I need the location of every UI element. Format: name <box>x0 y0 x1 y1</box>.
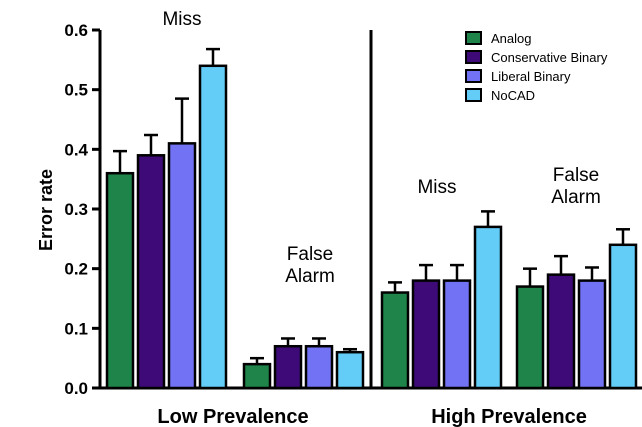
bar-analog <box>515 285 545 390</box>
bar-analog <box>242 362 272 390</box>
y-tick-label: 0.5 <box>64 81 88 100</box>
legend-label: Analog <box>491 31 531 46</box>
bar-conservative-binary <box>136 154 166 390</box>
y-tick-label: 0.3 <box>64 200 88 219</box>
legend-swatch <box>465 69 482 83</box>
legend-swatch <box>465 31 482 45</box>
cluster-annotation: Miss <box>417 177 456 198</box>
legend-label: Liberal Binary <box>491 69 571 84</box>
cluster-annotation: Alarm <box>551 187 601 208</box>
bar-liberal-binary <box>442 279 472 390</box>
legend-swatch <box>465 50 482 64</box>
y-tick-label: 0.0 <box>64 379 88 398</box>
cluster-annotation: False <box>287 244 333 265</box>
group-label: Low Prevalence <box>157 406 308 427</box>
legend: Analog Conservative Binary Liberal Binary N… <box>465 31 608 103</box>
bar-nocad <box>608 243 638 390</box>
legend-item: Liberal Binary <box>465 69 571 84</box>
error-bars <box>113 47 630 365</box>
bar-conservative-binary <box>273 344 303 390</box>
legend-item: Analog <box>465 31 531 46</box>
y-tick-label: 0.2 <box>64 260 88 279</box>
legend-label: Conservative Binary <box>491 50 608 65</box>
y-tick-label: 0.6 <box>64 21 88 40</box>
legend-label: NoCAD <box>491 88 535 103</box>
cluster-annotation: Miss <box>162 9 201 30</box>
bar-conservative-binary <box>411 279 441 390</box>
y-tick-label: 0.1 <box>64 319 88 338</box>
bar-nocad <box>473 225 503 390</box>
bar-liberal-binary <box>304 344 334 390</box>
bar-analog <box>105 171 135 390</box>
bars <box>105 64 638 390</box>
y-axis-label: Error rate <box>36 169 56 251</box>
bar-conservative-binary <box>546 273 576 390</box>
bar-nocad <box>335 350 365 390</box>
bar-liberal-binary <box>577 279 607 390</box>
bar-nocad <box>198 64 228 390</box>
bar-analog <box>380 291 410 390</box>
group-labels: Low Prevalence High Prevalence <box>157 406 586 427</box>
legend-swatch <box>465 88 482 102</box>
y-tick-label: 0.4 <box>64 140 88 159</box>
bar-liberal-binary <box>167 142 197 390</box>
cluster-annotation: False <box>553 165 599 186</box>
legend-item: NoCAD <box>465 88 535 103</box>
legend-item: Conservative Binary <box>465 50 608 65</box>
cluster-annotation: Alarm <box>285 266 335 287</box>
group-label: High Prevalence <box>431 406 587 427</box>
